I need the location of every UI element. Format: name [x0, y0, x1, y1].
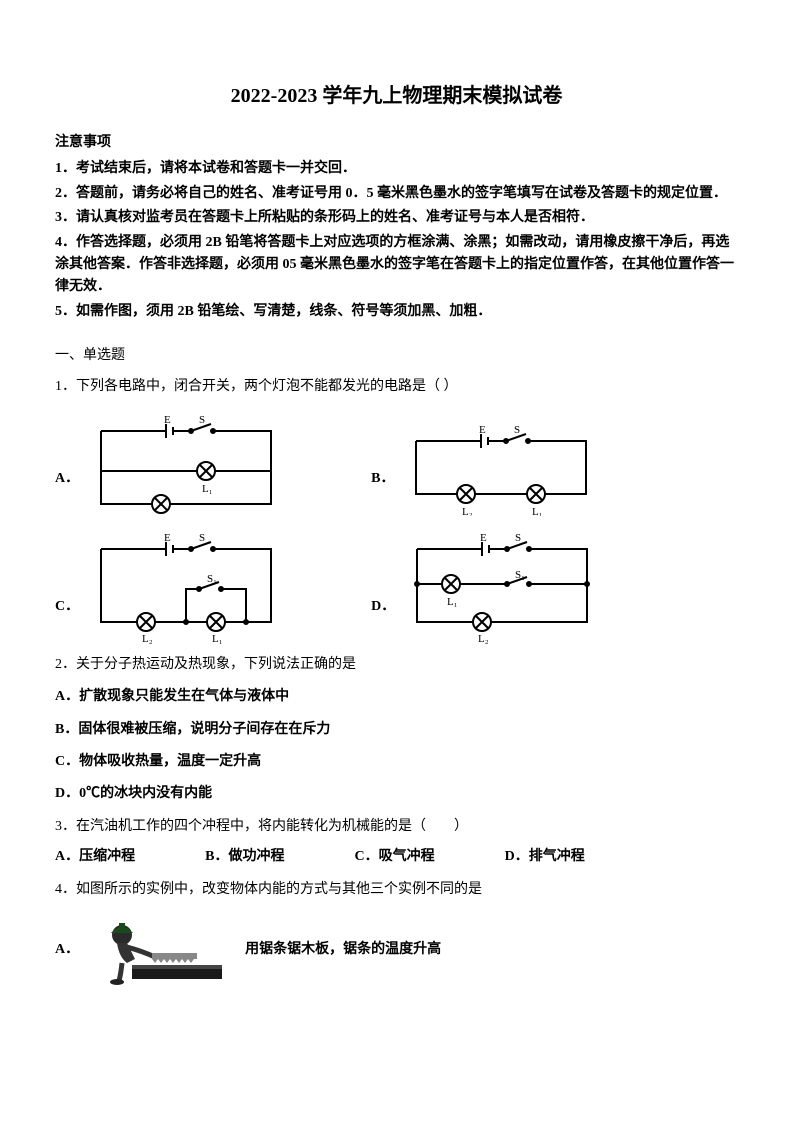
circ-a-S: S — [199, 416, 205, 426]
circuit-a: E S L₁ L₂ — [91, 416, 281, 516]
question-2: 2．关于分子热运动及热现象，下列说法正确的是 A．扩散现象只能发生在气体与液体中… — [55, 654, 738, 806]
circuit-b: E S L₂ L₁ — [406, 426, 596, 516]
instruction-5: 5．如需作图，须用 2B 铅笔绘、写清楚，线条、符号等须加黑、加粗． — [55, 301, 738, 323]
q1-label-b: B． — [371, 468, 394, 516]
q4-stem: 4．如图所示的实例中，改变物体内能的方式与其他三个实例不同的是 — [55, 879, 738, 901]
instructions-header: 注意事项 — [55, 132, 738, 154]
part-1-label: 一、单选题 — [55, 345, 738, 367]
svg-text:L₂: L₂ — [478, 633, 489, 644]
svg-text:S: S — [199, 534, 205, 544]
q2-option-d: D．0℃的冰块内没有内能 — [55, 783, 738, 805]
svg-text:L₂: L₂ — [142, 633, 153, 644]
q4-option-a-row: A． — [55, 915, 738, 985]
circuit-c: E S S₁ L₂ L₁ — [91, 534, 281, 644]
q1-option-d: D． — [371, 534, 597, 644]
q1-stem: 1．下列各电路中，闭合开关，两个灯泡不能都发光的电路是（ ） — [55, 376, 738, 398]
question-4: 4．如图所示的实例中，改变物体内能的方式与其他三个实例不同的是 A． — [55, 879, 738, 985]
q1-option-b: B． — [371, 426, 596, 516]
q2-stem: 2．关于分子热运动及热现象，下列说法正确的是 — [55, 654, 738, 676]
q3-option-c: C．吸气冲程 — [354, 846, 434, 868]
svg-text:E: E — [479, 426, 486, 436]
question-1: 1．下列各电路中，闭合开关，两个灯泡不能都发光的电路是（ ） A． — [55, 376, 738, 644]
q2-option-a: A．扩散现象只能发生在气体与液体中 — [55, 686, 738, 708]
q1-label-c: C． — [55, 596, 79, 644]
instruction-3: 3．请认真核对监考员在答题卡上所粘贴的条形码上的姓名、准考证号与本人是否相符． — [55, 207, 738, 229]
q3-stem: 3．在汽油机工作的四个冲程中，将内能转化为机械能的是（ ） — [55, 816, 738, 838]
instruction-4: 4．作答选择题，必须用 2B 铅笔将答题卡上对应选项的方框涂满、涂黑；如需改动，… — [55, 232, 738, 299]
q1-option-a: A． — [55, 416, 281, 516]
q2-option-b: B．固体很难被压缩，说明分子间存在在斥力 — [55, 719, 738, 741]
svg-text:L₁: L₁ — [532, 506, 543, 516]
svg-text:S₁: S₁ — [515, 569, 525, 581]
q3-option-d: D．排气冲程 — [505, 846, 585, 868]
q4-text-a: 用锯条锯木板，锯条的温度升高 — [245, 939, 441, 961]
q1-label-a: A． — [55, 468, 79, 516]
svg-text:S₁: S₁ — [207, 573, 217, 585]
circ-a-E: E — [164, 416, 171, 426]
q4-image-a — [97, 915, 227, 985]
circuit-d: E S L₁ S₁ L₂ — [407, 534, 597, 644]
page-title: 2022-2023 学年九上物理期末模拟试卷 — [55, 80, 738, 112]
q1-row-2: C． — [55, 534, 738, 644]
svg-text:L₁: L₁ — [447, 596, 458, 608]
q4-label-a: A． — [55, 939, 79, 961]
circ-a-L2: L₂ — [157, 515, 168, 516]
q1-option-c: C． — [55, 534, 281, 644]
svg-text:E: E — [480, 534, 487, 544]
q1-row-1: A． — [55, 416, 738, 516]
q3-option-b: B．做功冲程 — [205, 846, 284, 868]
q3-option-a: A．压缩冲程 — [55, 846, 135, 868]
svg-text:L₂: L₂ — [462, 506, 473, 516]
q2-option-c: C．物体吸收热量，温度一定升高 — [55, 751, 738, 773]
instruction-1: 1．考试结束后，请将本试卷和答题卡一并交回． — [55, 158, 738, 180]
instruction-2: 2．答题前，请务必将自己的姓名、准考证号用 0．5 毫米黑色墨水的签字笔填写在试… — [55, 183, 738, 205]
svg-text:S: S — [515, 534, 521, 544]
q1-label-d: D． — [371, 596, 395, 644]
circ-a-L1: L₁ — [202, 483, 213, 495]
svg-text:L₁: L₁ — [212, 633, 223, 644]
question-3: 3．在汽油机工作的四个冲程中，将内能转化为机械能的是（ ） A．压缩冲程 B．做… — [55, 816, 738, 869]
svg-text:S: S — [514, 426, 520, 436]
svg-text:E: E — [164, 534, 171, 544]
q3-options: A．压缩冲程 B．做功冲程 C．吸气冲程 D．排气冲程 — [55, 846, 738, 868]
